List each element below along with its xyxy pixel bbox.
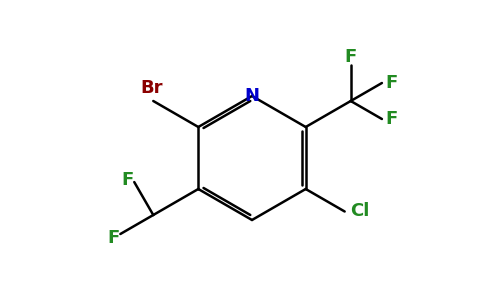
- Text: F: F: [386, 74, 398, 92]
- Text: F: F: [107, 229, 120, 247]
- Text: Br: Br: [140, 79, 163, 97]
- Text: F: F: [386, 110, 398, 128]
- Text: Cl: Cl: [350, 202, 369, 220]
- Text: F: F: [345, 48, 357, 66]
- Text: N: N: [244, 87, 259, 105]
- Text: F: F: [121, 171, 134, 189]
